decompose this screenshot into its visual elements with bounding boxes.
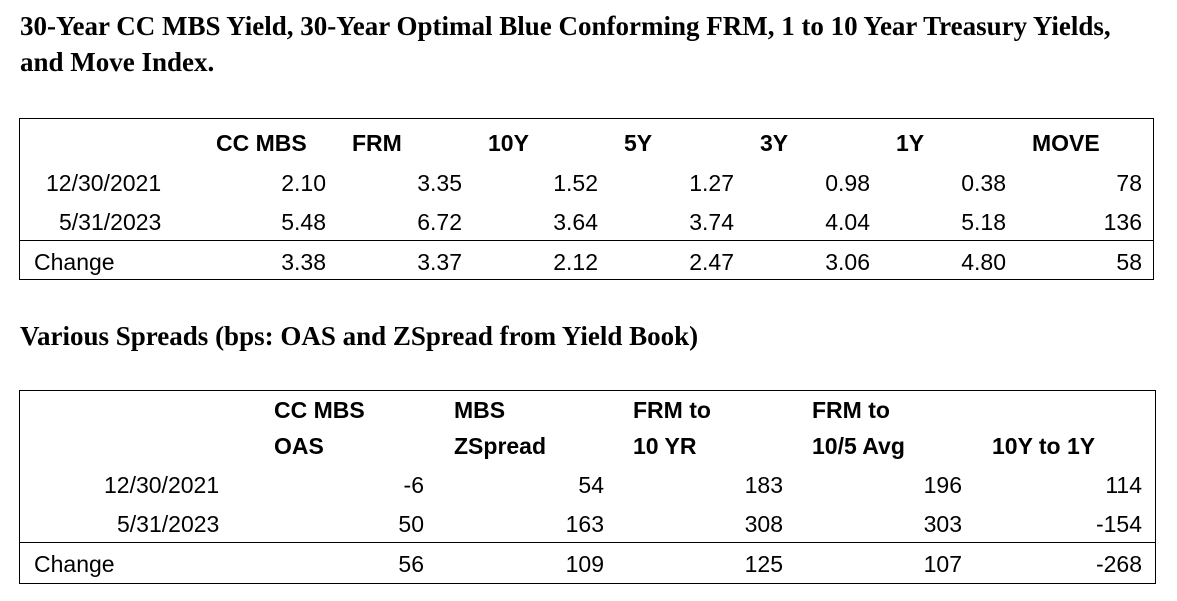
cell-value: 3.74 [689, 209, 734, 235]
cell-value: 4.80 [961, 249, 1006, 275]
cell-value: 2.47 [689, 249, 734, 275]
cell-value: 125 [744, 551, 783, 577]
title-yields: 30-Year CC MBS Yield, 30-Year Optimal Bl… [20, 11, 1111, 77]
cell-value: 308 [744, 511, 783, 537]
row-divider [20, 240, 1153, 241]
col-header-10y: 10Y [488, 130, 529, 156]
col-header-frm10-line1: FRM to [633, 397, 711, 423]
col-header-frm10-line2: 10 YR [633, 433, 697, 459]
cell-value: 4.04 [825, 209, 870, 235]
cell-value: 2.10 [281, 170, 326, 196]
row-label: 12/30/2021 [46, 170, 162, 196]
cell-value: -268 [1095, 551, 1142, 577]
row-label: 12/30/2021 [104, 472, 220, 498]
cell-value: 3.64 [553, 209, 598, 235]
cell-value: 3.38 [281, 249, 326, 275]
cell-value: 0.38 [961, 170, 1006, 196]
col-header-cc-mbs: CC MBS [216, 130, 307, 156]
cell-value: 163 [565, 511, 604, 537]
cell-value: 2.12 [553, 249, 598, 275]
cell-value: 3.35 [417, 170, 462, 196]
row-label: Change [34, 249, 115, 275]
cell-value: 6.72 [417, 209, 462, 235]
cell-value: -154 [1095, 511, 1142, 537]
cell-value: 5.18 [961, 209, 1006, 235]
cell-value: 109 [565, 551, 604, 577]
col-header-zspread-line1: MBS [454, 397, 506, 423]
cell-value: 3.37 [417, 249, 462, 275]
row-label: Change [34, 551, 115, 577]
col-header-frm: FRM [352, 130, 402, 156]
spreads-table: CC MBS MBS FRM to FRM to OAS ZSpread 10 … [19, 390, 1156, 584]
col-header-10y1y-line2: 10Y to 1Y [992, 433, 1096, 459]
col-header-zspread-line2: ZSpread [454, 433, 547, 459]
cell-value: 50 [398, 511, 424, 537]
title-spreads: Various Spreads (bps: OAS and ZSpread fr… [20, 321, 699, 351]
cell-value: 78 [1116, 170, 1142, 196]
cell-value: 58 [1116, 249, 1142, 275]
cell-value: 1.52 [553, 170, 598, 196]
cell-value: 183 [744, 472, 783, 498]
col-header-frmavg-line1: FRM to [812, 397, 890, 423]
col-header-3y: 3Y [760, 130, 789, 156]
col-header-1y: 1Y [896, 130, 925, 156]
col-header-oas-line2: OAS [274, 433, 324, 459]
cell-value: 107 [923, 551, 962, 577]
cell-value: 54 [578, 472, 604, 498]
cell-value: 0.98 [825, 170, 870, 196]
cell-value: 5.48 [281, 209, 326, 235]
cell-value: 136 [1103, 209, 1142, 235]
col-header-oas-line1: CC MBS [274, 397, 365, 423]
yields-table: CC MBS FRM 10Y 5Y 3Y 1Y MOVE 12/30/2021 … [19, 118, 1154, 280]
col-header-move: MOVE [1032, 130, 1100, 156]
cell-value: 1.27 [689, 170, 734, 196]
row-label: 5/31/2023 [59, 209, 162, 235]
cell-value: 196 [923, 472, 962, 498]
col-header-5y: 5Y [624, 130, 653, 156]
col-header-frmavg-line2: 10/5 Avg [812, 433, 905, 459]
row-label: 5/31/2023 [117, 511, 220, 537]
cell-value: 303 [923, 511, 962, 537]
cell-value: -6 [403, 472, 424, 498]
row-divider [20, 542, 1155, 543]
cell-value: 114 [1105, 472, 1142, 498]
cell-value: 56 [398, 551, 424, 577]
cell-value: 3.06 [825, 249, 870, 275]
